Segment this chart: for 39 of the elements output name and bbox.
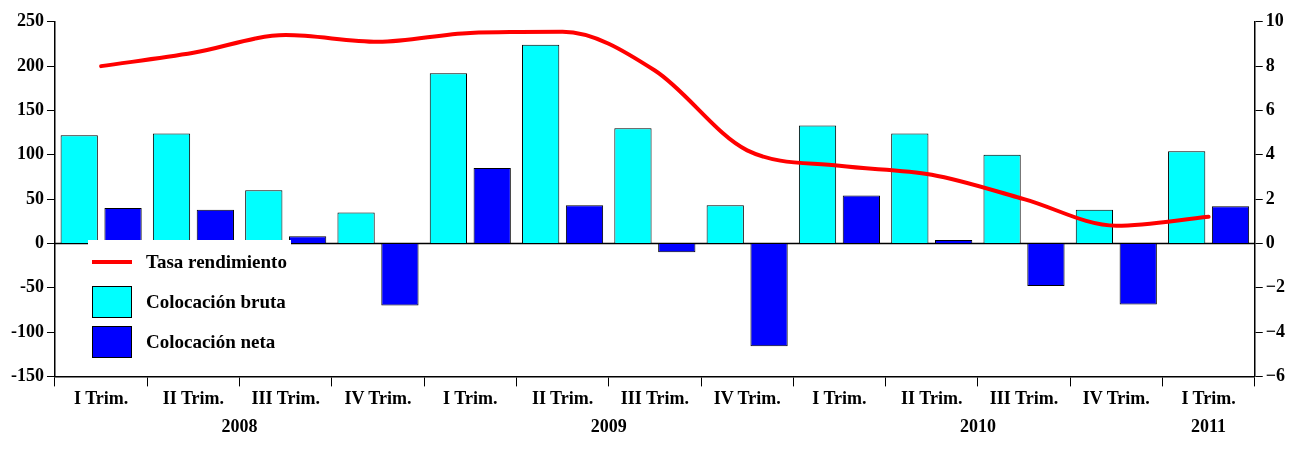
y2-tick-label: 8: [1265, 54, 1275, 75]
text: 2010: [959, 415, 996, 436]
legend-label: Tasa rendimiento: [146, 251, 287, 273]
line-series: [99, 29, 1211, 228]
y2-tick-label: 10: [1265, 10, 1284, 31]
x-tick-label: I Trim.: [1181, 387, 1236, 408]
x-tick-label: III Trim.: [989, 387, 1059, 408]
y-tick-label: 50: [25, 187, 44, 208]
y-tick-label: -150: [10, 365, 44, 386]
y2-tick-label: 2: [1265, 187, 1275, 208]
x-tick-label: III Trim.: [251, 387, 320, 408]
y2-tick-label: −4: [1265, 320, 1286, 341]
text: 2009: [590, 415, 627, 436]
x-tick-label: I Trim.: [73, 387, 129, 408]
text: 2008: [221, 415, 258, 436]
y-tick-label: 250: [16, 10, 44, 31]
x-tick-label: II Trim.: [901, 387, 963, 408]
x-tick-label: I Trim.: [812, 387, 867, 408]
legend-label: Colocación bruta: [146, 291, 286, 313]
x-tick-label: III Trim.: [620, 387, 690, 408]
x-tick-label: II Trim.: [531, 387, 594, 408]
y-tick-label: 100: [16, 143, 44, 164]
x-tick-label: IV Trim.: [713, 387, 781, 408]
x-tick-label: IV Trim.: [344, 387, 412, 408]
x-tick-label: II Trim.: [162, 387, 225, 408]
y2-tick-label: 6: [1265, 99, 1275, 120]
y2-tick-label: 0: [1265, 232, 1275, 253]
x-tick-label: I Trim.: [443, 387, 498, 408]
text: 2011: [1191, 415, 1227, 436]
y2-tick-label: −6: [1265, 365, 1286, 386]
y-tick-label: 150: [16, 99, 44, 120]
y-tick-label: 0: [34, 232, 44, 253]
y-tick-label: 200: [16, 54, 44, 75]
x-tick-label: IV Trim.: [1082, 387, 1150, 408]
y-tick-label: -50: [19, 276, 44, 297]
y-tick-label: -100: [10, 320, 44, 341]
legend-label: Colocación neta: [146, 331, 276, 353]
y2-tick-label: 4: [1265, 143, 1275, 164]
y2-tick-label: −2: [1265, 276, 1286, 297]
